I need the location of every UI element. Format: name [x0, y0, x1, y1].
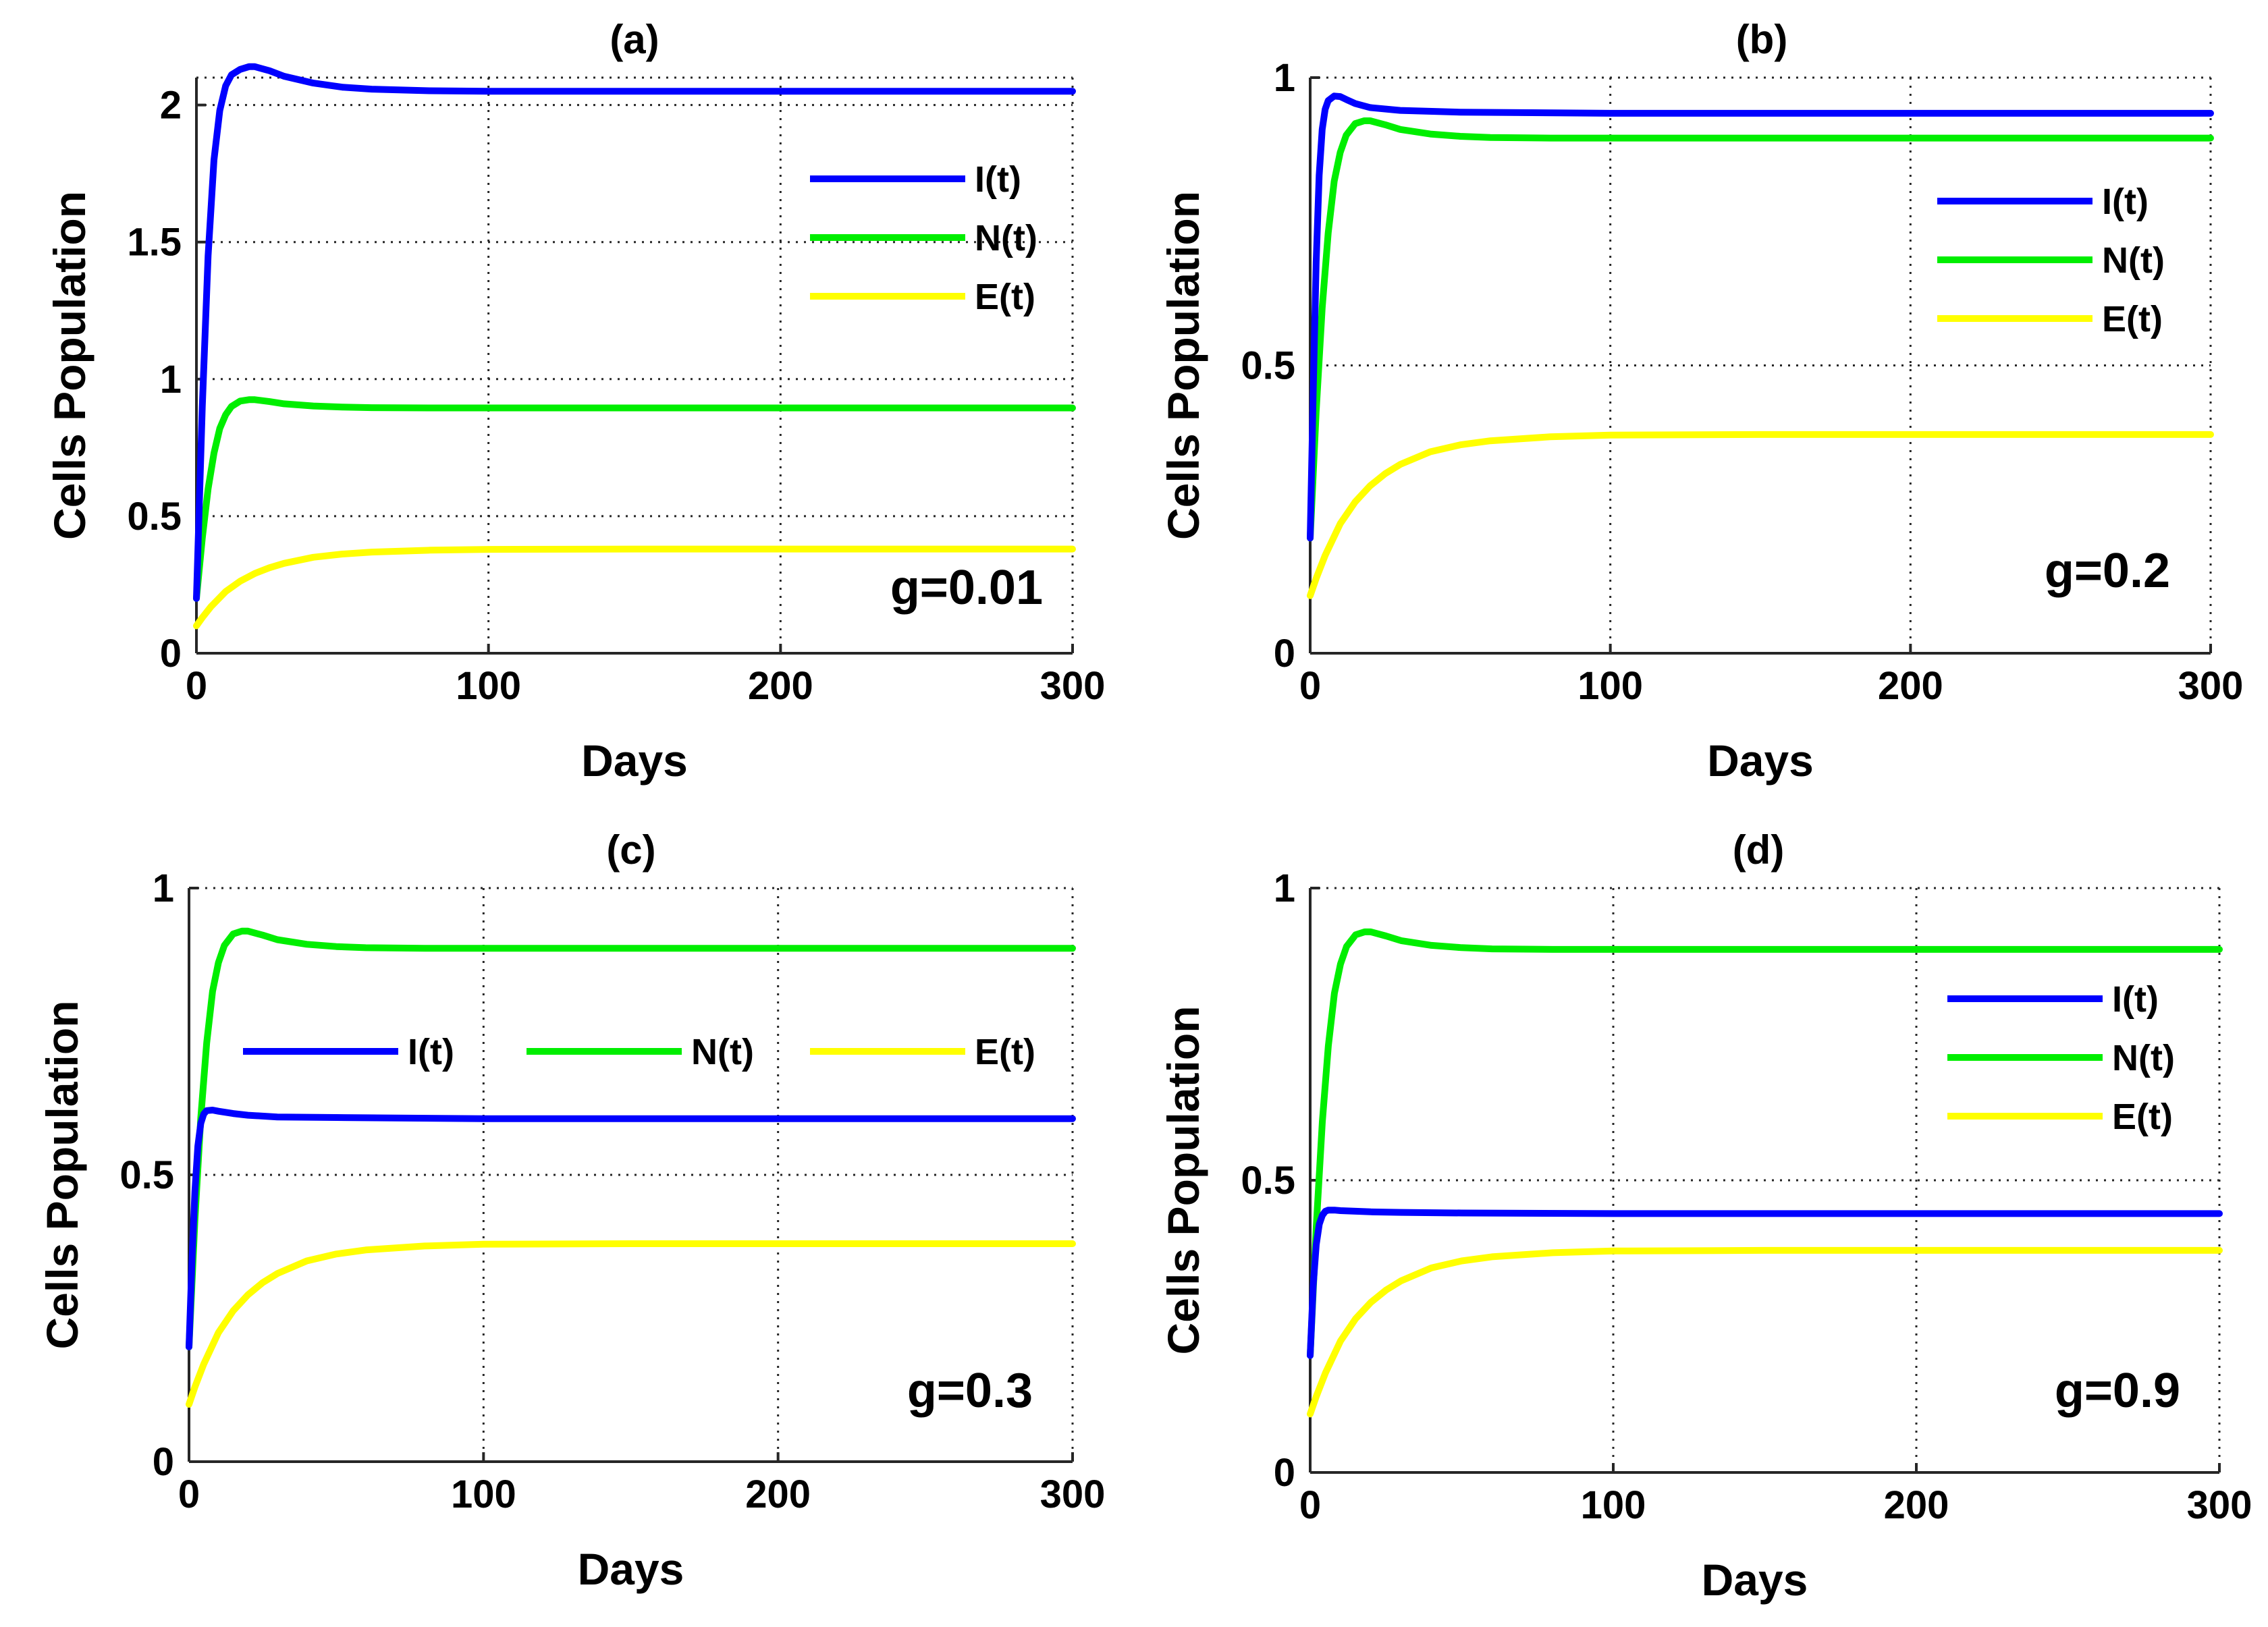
- y-tick-label: 0: [1274, 1451, 1295, 1495]
- x-tick-label: 300: [1040, 664, 1106, 708]
- x-tick-label: 100: [456, 664, 521, 708]
- x-tick-label: 200: [745, 1472, 811, 1516]
- x-tick-label: 0: [1299, 1483, 1321, 1527]
- legend-label: E(t): [975, 277, 1035, 317]
- x-tick-label: 0: [186, 664, 207, 708]
- x-tick-label: 300: [2178, 664, 2244, 708]
- y-tick-label: 1: [1274, 866, 1295, 910]
- legend-label: I(t): [408, 1032, 454, 1072]
- x-tick-label: 200: [1884, 1483, 1949, 1527]
- chart-panel-d: 0 100 200 300 0 0.5 1 I(t) N(t) E(t) g=0.9 (d) Days C…: [1158, 827, 2252, 1605]
- panel-title: (c): [606, 827, 655, 873]
- x-tick-label: 0: [178, 1472, 200, 1516]
- y-tick-label: 1.5: [127, 221, 182, 265]
- series-line-it: [193, 63, 1076, 602]
- y-tick-label: 0.5: [119, 1153, 174, 1197]
- x-axis-label: Days: [581, 736, 688, 785]
- x-tick-label: 100: [451, 1472, 516, 1516]
- x-axis-label: Days: [1702, 1555, 1808, 1605]
- legend-label: N(t): [2112, 1038, 2175, 1078]
- legend-label: E(t): [975, 1032, 1035, 1072]
- chart-panel-c: 0 100 200 300 0 0.5 1 I(t) N(t) E(t) g=0.3 (c) Days C…: [37, 827, 1105, 1594]
- x-tick-label: 300: [2187, 1483, 2252, 1527]
- y-tick-label: 0: [1274, 632, 1295, 675]
- series-line-et: [1307, 1246, 2223, 1418]
- series-line-et: [193, 545, 1076, 630]
- y-axis-label: Cells Population: [1158, 191, 1208, 540]
- series-line-it: [186, 1107, 1076, 1350]
- plot-area: [1310, 78, 2211, 653]
- y-tick-label: 0: [160, 632, 182, 675]
- y-tick-label: 1: [1274, 56, 1295, 100]
- series-line-it: [1307, 92, 2214, 542]
- series-line-it: [1307, 1207, 2223, 1359]
- y-tick-label: 0.5: [1241, 344, 1295, 388]
- panel-title: (a): [610, 17, 659, 62]
- x-tick-label: 200: [748, 664, 813, 708]
- legend-label: I(t): [2112, 979, 2159, 1020]
- legend-label: E(t): [2102, 299, 2163, 339]
- series-line-nt: [1307, 117, 2214, 542]
- y-axis-label: Cells Population: [45, 191, 94, 540]
- y-axis-label: Cells Population: [37, 1000, 87, 1349]
- series-line-et: [186, 1240, 1076, 1408]
- panel-title: (d): [1733, 827, 1785, 873]
- series-line-nt: [1307, 928, 2223, 1359]
- x-axis-label: Days: [1707, 736, 1814, 785]
- parameter-annotation: g=0.2: [2045, 544, 2170, 598]
- x-tick-label: 100: [1581, 1483, 1646, 1527]
- series-line-nt: [186, 927, 1076, 1350]
- legend-label: I(t): [975, 159, 1021, 200]
- legend-label: N(t): [975, 218, 1037, 258]
- y-tick-label: 0: [153, 1440, 174, 1484]
- y-tick-label: 0.5: [127, 495, 182, 539]
- chart-panel-b: 0 100 200 300 0 0.5 1 I(t) N(t) E(t) g=0.2 (b) Days C…: [1158, 17, 2243, 785]
- y-axis-label: Cells Population: [1158, 1005, 1208, 1354]
- parameter-annotation: g=0.9: [2055, 1364, 2180, 1418]
- legend-label: N(t): [2102, 240, 2165, 281]
- legend-label: E(t): [2112, 1097, 2173, 1137]
- x-tick-label: 100: [1577, 664, 1643, 708]
- y-tick-label: 2: [160, 84, 182, 128]
- series-line-et: [1307, 431, 2214, 599]
- panel-title: (b): [1736, 17, 1788, 62]
- x-tick-label: 200: [1878, 664, 1943, 708]
- chart-panel-a: 0 100 200 300 0 0.5 1 1.5 2 I(t) N(t) E(t) g=0.01 (a)…: [45, 17, 1105, 785]
- y-tick-label: 1: [160, 358, 182, 402]
- legend-label: N(t): [691, 1032, 754, 1072]
- x-axis-label: Days: [578, 1544, 684, 1594]
- parameter-annotation: g=0.01: [890, 561, 1043, 615]
- series-line-nt: [193, 396, 1076, 602]
- x-tick-label: 300: [1040, 1472, 1106, 1516]
- x-tick-label: 0: [1299, 664, 1321, 708]
- y-tick-label: 0.5: [1241, 1159, 1295, 1203]
- legend-label: I(t): [2102, 182, 2149, 222]
- parameter-annotation: g=0.3: [907, 1364, 1033, 1418]
- y-tick-label: 1: [153, 866, 174, 910]
